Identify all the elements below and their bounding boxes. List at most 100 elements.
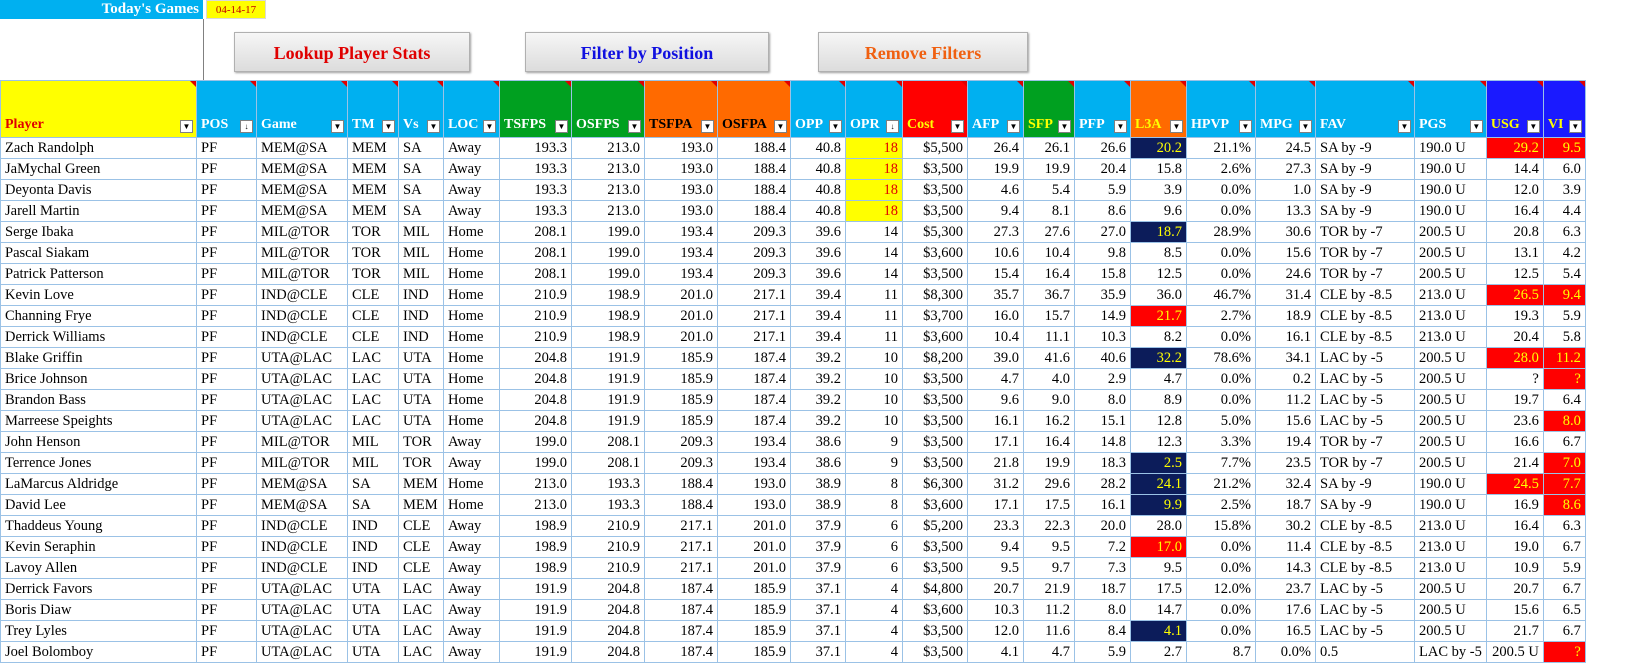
cell-pfp[interactable]: 7.2 bbox=[1074, 536, 1131, 558]
cell-loc[interactable]: Away bbox=[443, 536, 500, 558]
cell-tsfpa[interactable]: 187.4 bbox=[644, 578, 718, 600]
cell-tm[interactable]: SA bbox=[347, 473, 399, 495]
cell-osfps[interactable]: 191.9 bbox=[571, 368, 645, 390]
cell-afp[interactable]: 27.3 bbox=[967, 221, 1024, 243]
cell-game[interactable]: MEM@SA bbox=[256, 179, 348, 201]
cell-sfp[interactable]: 41.6 bbox=[1023, 347, 1075, 369]
cell-fav[interactable]: LAC by -5 bbox=[1315, 620, 1415, 642]
filter-dropdown-icon[interactable]: ▼ bbox=[1568, 120, 1582, 133]
cell-osfpa[interactable]: 193.4 bbox=[717, 431, 791, 453]
cell-vs[interactable]: IND bbox=[398, 326, 444, 348]
cell-opr[interactable]: 11 bbox=[845, 284, 903, 306]
cell-cost[interactable]: $5,500 bbox=[902, 137, 968, 159]
cell-vs[interactable]: SA bbox=[398, 158, 444, 180]
cell-opr[interactable]: 10 bbox=[845, 410, 903, 432]
cell-pfp[interactable]: 14.9 bbox=[1074, 305, 1131, 327]
cell-vs[interactable]: MIL bbox=[398, 221, 444, 243]
cell-vs[interactable]: IND bbox=[398, 284, 444, 306]
cell-hpvp[interactable]: 7.7% bbox=[1186, 452, 1256, 474]
cell-osfpa[interactable]: 201.0 bbox=[717, 557, 791, 579]
cell-osfps[interactable]: 213.0 bbox=[571, 158, 645, 180]
filter-dropdown-icon[interactable]: ▼ bbox=[1114, 120, 1127, 133]
cell-vs[interactable]: LAC bbox=[398, 641, 444, 663]
cell-tsfps[interactable]: 191.9 bbox=[499, 620, 572, 642]
cell-fav[interactable]: TOR by -7 bbox=[1315, 221, 1415, 243]
column-header-hpvp[interactable]: HPVP ▼ bbox=[1186, 80, 1256, 138]
cell-osfps[interactable]: 198.9 bbox=[571, 284, 645, 306]
cell-fav[interactable]: CLE by -8.5 bbox=[1315, 536, 1415, 558]
cell-loc[interactable]: Home bbox=[443, 242, 500, 264]
cell-mpg[interactable]: 18.7 bbox=[1255, 494, 1316, 516]
cell-hpvp[interactable]: 78.6% bbox=[1186, 347, 1256, 369]
column-header-osfpa[interactable]: OSFPA ▼ bbox=[717, 80, 791, 138]
cell-sfp[interactable]: 19.9 bbox=[1023, 158, 1075, 180]
cell-mpg[interactable]: 34.1 bbox=[1255, 347, 1316, 369]
cell-l3a[interactable]: 9.9 bbox=[1130, 494, 1187, 516]
cell-l3a[interactable]: 12.8 bbox=[1130, 410, 1187, 432]
cell-player[interactable]: David Lee bbox=[0, 494, 197, 516]
cell-tsfpa[interactable]: 193.0 bbox=[644, 137, 718, 159]
cell-l3a[interactable]: 36.0 bbox=[1130, 284, 1187, 306]
cell-sfp[interactable]: 36.7 bbox=[1023, 284, 1075, 306]
cell-pgs[interactable]: 200.5 U bbox=[1414, 599, 1487, 621]
cell-osfpa[interactable]: 188.4 bbox=[717, 137, 791, 159]
cell-pos[interactable]: PF bbox=[196, 578, 257, 600]
cell-tm[interactable]: IND bbox=[347, 515, 399, 537]
cell-vi[interactable]: 3.9 bbox=[1542, 179, 1586, 201]
cell-hpvp[interactable]: 2.6% bbox=[1186, 158, 1256, 180]
cell-vs[interactable]: TOR bbox=[398, 452, 444, 474]
cell-l3a[interactable]: 8.2 bbox=[1130, 326, 1187, 348]
cell-player[interactable]: Lavoy Allen bbox=[0, 557, 197, 579]
cell-fav[interactable]: SA by -9 bbox=[1315, 137, 1415, 159]
cell-tsfps[interactable]: 213.0 bbox=[499, 494, 572, 516]
cell-hpvp[interactable]: 21.1% bbox=[1186, 137, 1256, 159]
cell-vs[interactable]: IND bbox=[398, 305, 444, 327]
cell-osfpa[interactable]: 188.4 bbox=[717, 158, 791, 180]
cell-opr[interactable]: 14 bbox=[845, 263, 903, 285]
cell-vs[interactable]: MIL bbox=[398, 242, 444, 264]
cell-vi[interactable]: 6.4 bbox=[1542, 389, 1586, 411]
cell-opp[interactable]: 39.6 bbox=[790, 242, 846, 264]
cell-osfps[interactable]: 204.8 bbox=[571, 578, 645, 600]
cell-tsfpa[interactable]: 185.9 bbox=[644, 389, 718, 411]
cell-pfp[interactable]: 27.0 bbox=[1074, 221, 1131, 243]
cell-opr[interactable]: 4 bbox=[845, 599, 903, 621]
cell-pgs[interactable]: 213.0 U bbox=[1414, 536, 1487, 558]
cell-pfp[interactable]: 5.9 bbox=[1074, 641, 1131, 663]
sort-filter-icon[interactable]: ↓ bbox=[240, 120, 253, 133]
cell-tm[interactable]: LAC bbox=[347, 410, 399, 432]
filter-dropdown-icon[interactable]: ▼ bbox=[628, 120, 641, 133]
cell-vs[interactable]: MEM bbox=[398, 473, 444, 495]
cell-tsfps[interactable]: 191.9 bbox=[499, 599, 572, 621]
cell-player[interactable]: Pascal Siakam bbox=[0, 242, 197, 264]
cell-fav[interactable]: CLE by -8.5 bbox=[1315, 515, 1415, 537]
cell-l3a[interactable]: 21.7 bbox=[1130, 305, 1187, 327]
cell-player[interactable]: Boris Diaw bbox=[0, 599, 197, 621]
cell-usg[interactable]: 26.5 bbox=[1485, 284, 1544, 306]
cell-sfp[interactable]: 16.2 bbox=[1023, 410, 1075, 432]
cell-opp[interactable]: 39.6 bbox=[790, 221, 846, 243]
cell-player[interactable]: LaMarcus Aldridge bbox=[0, 473, 197, 495]
cell-hpvp[interactable]: 0.0% bbox=[1186, 368, 1256, 390]
cell-hpvp[interactable]: 8.7 bbox=[1186, 641, 1256, 663]
cell-pgs[interactable]: 213.0 U bbox=[1414, 284, 1487, 306]
filter-dropdown-icon[interactable]: ▼ bbox=[1526, 120, 1540, 133]
cell-vi[interactable]: 6.7 bbox=[1542, 578, 1586, 600]
cell-osfps[interactable]: 191.9 bbox=[571, 389, 645, 411]
cell-opr[interactable]: 9 bbox=[845, 452, 903, 474]
cell-opp[interactable]: 38.6 bbox=[790, 431, 846, 453]
cell-vs[interactable]: CLE bbox=[398, 557, 444, 579]
cell-pgs[interactable]: 200.5 U bbox=[1414, 221, 1487, 243]
column-header-tm[interactable]: TM ▼ bbox=[347, 80, 399, 138]
cell-afp[interactable]: 4.1 bbox=[967, 641, 1024, 663]
cell-cost[interactable]: $3,500 bbox=[902, 200, 968, 222]
cell-tm[interactable]: UTA bbox=[347, 599, 399, 621]
cell-l3a[interactable]: 17.0 bbox=[1130, 536, 1187, 558]
cell-hpvp[interactable]: 2.7% bbox=[1186, 305, 1256, 327]
column-header-usg[interactable]: USG ▼ bbox=[1485, 80, 1544, 138]
sort-filter-icon[interactable]: ↓ bbox=[886, 120, 899, 133]
cell-opp[interactable]: 37.9 bbox=[790, 536, 846, 558]
cell-cost[interactable]: $3,500 bbox=[902, 389, 968, 411]
filter-dropdown-icon[interactable]: ▼ bbox=[829, 120, 842, 133]
cell-mpg[interactable]: 16.5 bbox=[1255, 620, 1316, 642]
